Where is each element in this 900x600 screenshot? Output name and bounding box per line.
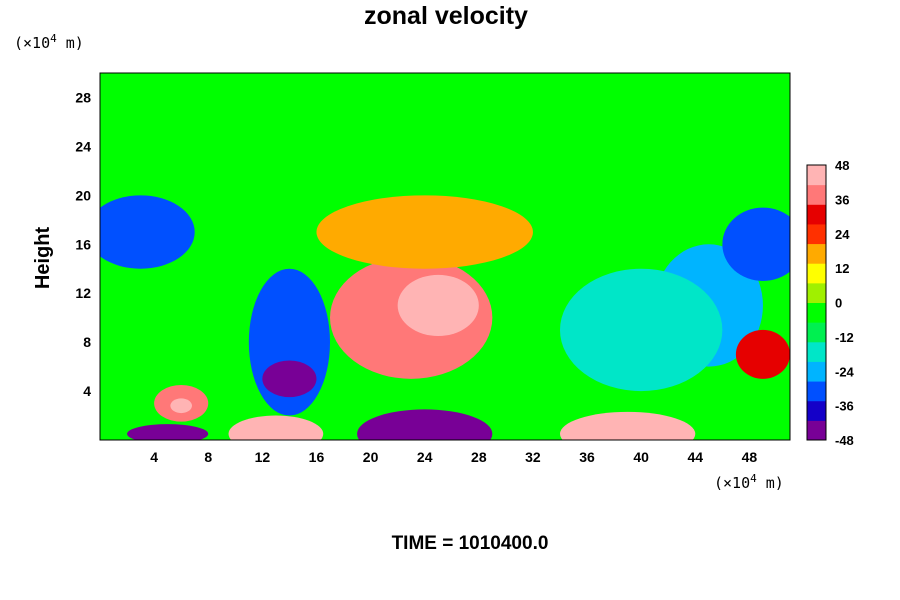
colorbar-segment — [807, 381, 826, 402]
field-blob — [100, 195, 195, 269]
y-tick-label: 24 — [75, 138, 91, 154]
y-tick-label: 28 — [75, 89, 91, 105]
colorbar-tick-label: 12 — [835, 261, 849, 276]
plot-area — [99, 72, 791, 441]
colorbar-segment — [807, 361, 826, 382]
x-tick-label: 24 — [417, 449, 433, 465]
colorbar-segment — [807, 204, 826, 225]
colorbar-tick-label: 24 — [835, 227, 850, 242]
field-blob — [560, 411, 696, 440]
y-tick-label: 8 — [83, 334, 91, 350]
colorbar-segment — [807, 420, 826, 441]
colorbar-segment — [807, 184, 826, 205]
time-label: TIME = 1010400.0 — [392, 533, 549, 554]
field-blob — [127, 424, 209, 440]
colorbar-segment — [807, 263, 826, 284]
colorbar-tick-label: 48 — [835, 158, 849, 173]
colorbar-tick-label: -12 — [835, 330, 854, 345]
y-tick-label: 16 — [75, 236, 91, 252]
colorbar-segment — [807, 400, 826, 421]
y-tick-label: 20 — [75, 187, 91, 203]
x-axis-ticks: 4 8 12 16 20 24 28 32 36 40 44 48 — [150, 449, 757, 465]
field-blob — [316, 195, 533, 269]
velocity-field — [100, 73, 790, 440]
chart-title: zonal velocity — [364, 2, 528, 30]
colorbar-tick-label: 0 — [835, 296, 842, 311]
field-blob — [170, 398, 192, 414]
colorbar-frame — [806, 164, 827, 441]
x-tick-label: 8 — [204, 449, 212, 465]
colorbar-tick-label: 36 — [835, 192, 849, 207]
colorbar-segment — [807, 243, 826, 264]
x-unit-label: (×104 m) — [714, 472, 784, 492]
y-unit-label: (×104 m) — [14, 32, 84, 52]
colorbar-segment — [807, 165, 826, 186]
field-blob — [722, 207, 790, 281]
colorbar-tick-label: -48 — [835, 433, 854, 448]
x-tick-label: 40 — [633, 449, 649, 465]
field-blob — [735, 329, 790, 379]
field-blob — [262, 360, 317, 398]
plot-frame — [99, 72, 791, 441]
y-tick-label: 4 — [83, 383, 91, 399]
y-tick-label: 12 — [75, 285, 91, 301]
field-blob — [397, 274, 479, 337]
x-tick-label: 20 — [363, 449, 379, 465]
y-unit-exponent: 4 — [50, 32, 57, 45]
x-tick-label: 16 — [309, 449, 325, 465]
field-blob — [560, 268, 723, 392]
colorbar-segment — [807, 223, 826, 245]
colorbar-segment — [807, 282, 826, 303]
field-blob — [357, 409, 493, 440]
x-tick-label: 36 — [579, 449, 595, 465]
colorbar-segment — [807, 322, 826, 343]
field-band — [100, 73, 790, 196]
x-tick-label: 32 — [525, 449, 541, 465]
field-blob — [228, 415, 324, 440]
x-tick-label: 48 — [742, 449, 758, 465]
y-axis-label: Height — [32, 227, 54, 290]
x-tick-label: 44 — [688, 449, 704, 465]
colorbar-segment — [807, 302, 826, 323]
colorbar-tick-label: -24 — [835, 364, 855, 379]
colorbar-tick-label: -36 — [835, 399, 854, 414]
x-tick-label: 28 — [471, 449, 487, 465]
x-tick-label: 4 — [150, 449, 158, 465]
colorbar: 48 36 24 12 0 -12 -24 -36 -48 — [806, 158, 855, 448]
x-tick-label: 12 — [255, 449, 271, 465]
x-unit-exponent: 4 — [750, 472, 757, 485]
y-axis-ticks: 4 8 12 16 20 24 28 — [75, 89, 91, 399]
colorbar-segment — [807, 341, 826, 362]
